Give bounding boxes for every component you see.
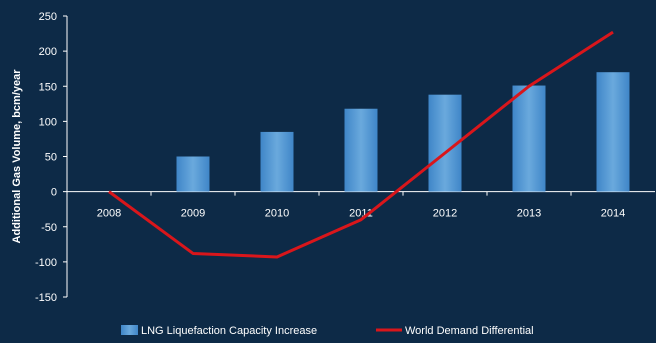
- bar-2013: [512, 85, 546, 192]
- y-tick-label: 200: [39, 46, 57, 58]
- legend-bar-swatch: [121, 325, 138, 335]
- y-tick-label: 150: [39, 81, 57, 93]
- x-tick-label: 2014: [601, 208, 625, 220]
- line-series: [108, 30, 614, 259]
- y-axis-ticks: 250 200 150 100 50 0 -50 -100 -150: [35, 11, 67, 304]
- x-axis-ticks: 2008 2009 2010 2011 2012 2013 2014: [66, 191, 625, 220]
- x-tick-label: 2013: [517, 208, 541, 220]
- x-tick-label: 2009: [181, 208, 205, 220]
- legend-bar-label: LNG Liquefaction Capacity Increase: [141, 325, 317, 337]
- bar-2010: [260, 131, 294, 192]
- bar-series: [176, 72, 630, 192]
- x-tick-label: 2012: [433, 208, 457, 220]
- legend-line-label: World Demand Differential: [405, 325, 534, 337]
- y-tick-label: -50: [41, 222, 57, 234]
- y-tick-label: -100: [35, 257, 57, 269]
- y-axis-label: Additional Gas Volume, bcm/year: [11, 69, 23, 244]
- y-tick-label: -150: [35, 292, 57, 304]
- y-tick-label: 100: [39, 116, 57, 128]
- bar-2009: [176, 156, 210, 192]
- y-tick-label: 50: [45, 152, 57, 164]
- x-tick-label: 2010: [265, 208, 289, 220]
- bar-2011: [344, 108, 378, 192]
- y-tick-label: 0: [51, 187, 57, 199]
- y-tick-label: 250: [39, 11, 57, 23]
- legend: LNG Liquefaction Capacity Increase World…: [121, 325, 534, 337]
- bar-2014: [596, 72, 630, 192]
- x-tick-label: 2008: [97, 208, 121, 220]
